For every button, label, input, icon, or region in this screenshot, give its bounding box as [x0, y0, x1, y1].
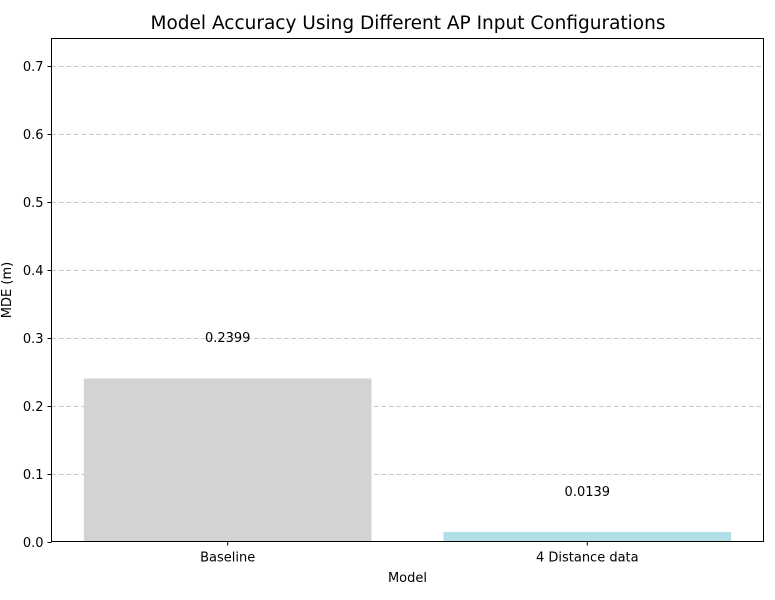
- y-tick-label: 0.1: [23, 468, 44, 483]
- y-tick-label: 0.3: [23, 332, 44, 347]
- y-tick-label: 0.7: [23, 60, 44, 75]
- y-axis-label: MDE (m): [0, 262, 15, 318]
- grid-lines: [51, 66, 764, 475]
- y-tick-label: 0.2: [23, 400, 44, 415]
- bar-value-label: 0.2399: [205, 331, 251, 346]
- plot-frame: [51, 38, 764, 542]
- x-tick-label: Baseline: [200, 551, 255, 566]
- bar-value-label: 0.0139: [565, 485, 611, 500]
- x-tick-label: 4 Distance data: [536, 551, 639, 566]
- bar-baseline: [83, 378, 372, 542]
- y-tick-label: 0.5: [23, 196, 44, 211]
- y-axis-ticks: 0.0 0.1 0.2 0.3 0.4 0.5 0.6 0.7: [23, 60, 52, 551]
- x-axis-label: Model: [388, 571, 427, 586]
- x-axis-ticks: Baseline 4 Distance data: [200, 541, 639, 566]
- y-tick-label: 0.6: [23, 128, 44, 143]
- bars: [83, 378, 732, 542]
- bar-4-distance-data: [443, 532, 732, 542]
- y-tick-label: 0.4: [23, 264, 44, 279]
- chart-title: Model Accuracy Using Different AP Input …: [151, 13, 666, 34]
- data-labels: 0.2399 0.0139: [205, 331, 610, 500]
- y-tick-label: 0.0: [23, 536, 44, 551]
